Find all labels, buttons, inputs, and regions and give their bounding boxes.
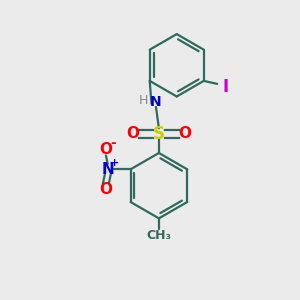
Text: O: O bbox=[99, 142, 112, 157]
Text: O: O bbox=[178, 126, 191, 141]
Text: CH₃: CH₃ bbox=[146, 229, 171, 242]
Text: I: I bbox=[222, 78, 229, 96]
Text: N: N bbox=[102, 162, 115, 177]
Text: -: - bbox=[110, 136, 116, 150]
Text: H: H bbox=[139, 94, 148, 107]
Text: S: S bbox=[153, 125, 165, 143]
Text: +: + bbox=[110, 158, 119, 168]
Text: N: N bbox=[150, 95, 162, 110]
Text: O: O bbox=[127, 126, 140, 141]
Text: O: O bbox=[99, 182, 112, 197]
